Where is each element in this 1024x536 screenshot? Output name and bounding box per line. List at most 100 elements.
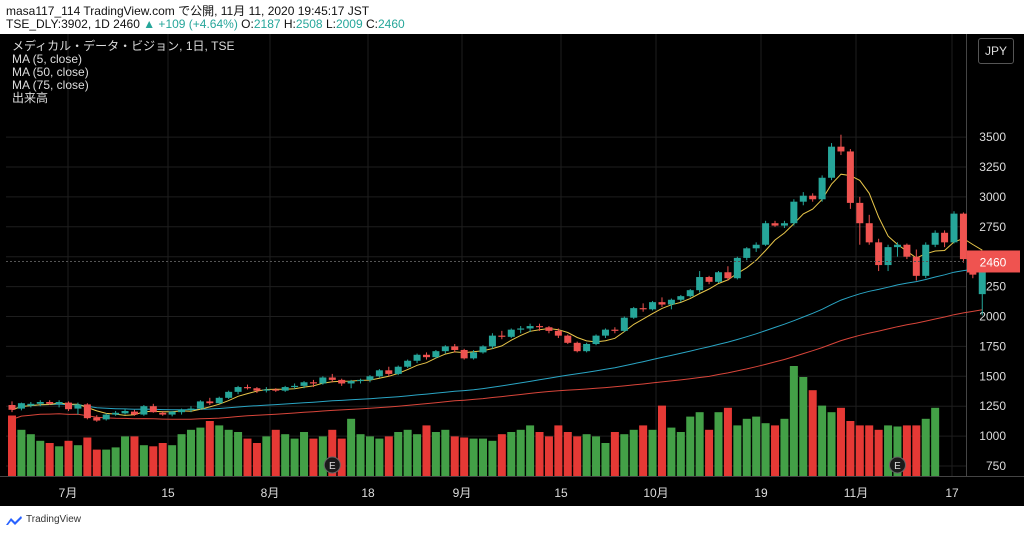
y-tick-label: 3000 (979, 190, 1006, 204)
volume-bar (667, 427, 676, 476)
volume-bar (337, 438, 346, 476)
y-tick-label: 2000 (979, 310, 1006, 324)
candle-body (451, 346, 459, 350)
candle-body (8, 405, 16, 410)
volume-bar (17, 429, 26, 476)
symbol-label: TSE_DLY:3902, 1D 2460 (6, 17, 140, 31)
volume-bar (686, 416, 695, 476)
x-tick-label: 8月 (261, 486, 280, 500)
ohlc-line: TSE_DLY:3902, 1D 2460 ▲ +109 (+4.64%) O:… (6, 17, 405, 31)
candle-body (159, 412, 167, 415)
candle-body (912, 256, 920, 276)
legend-ma75[interactable]: MA (75, close) (12, 78, 89, 92)
candle-body (55, 402, 63, 404)
currency-button[interactable]: JPY (978, 38, 1014, 64)
volume-bar (403, 429, 412, 476)
volume-bar (300, 432, 309, 476)
candle-body (272, 389, 280, 391)
candle-body (677, 296, 685, 300)
y-tick-label: 3500 (979, 130, 1006, 144)
candle-body (573, 342, 581, 352)
candle-body (291, 385, 299, 388)
candle-body (328, 377, 336, 380)
candle-body (74, 404, 82, 409)
candle-body (649, 302, 657, 310)
publish-info: masa117_114 TradingView.com で公開, 11月 11,… (6, 4, 370, 18)
volume-bar (931, 407, 940, 476)
last-price-tag (967, 250, 1020, 273)
volume-bar (808, 390, 817, 476)
price-chart[interactable]: 7501000125015001750200022502500275030003… (0, 34, 1024, 506)
candle-body (121, 410, 129, 414)
candle-body (112, 412, 120, 415)
volume-bar (168, 445, 177, 476)
volume-bar (742, 418, 751, 476)
earnings-marker-icon (888, 456, 906, 474)
candle-body (46, 402, 54, 404)
candle-body (253, 388, 261, 391)
volume-bar (874, 429, 883, 476)
candle-body (149, 406, 157, 413)
tradingview-logo-icon (6, 516, 22, 525)
tradingview-logo-text: TradingView (26, 514, 82, 525)
candle-body (715, 272, 722, 282)
legend-ma50[interactable]: MA (50, close) (12, 65, 89, 79)
candle-body (479, 346, 487, 353)
volume-bar (705, 429, 714, 476)
volume-bar (629, 429, 638, 476)
legend-volume[interactable]: 出来高 (12, 91, 49, 105)
candle-body (394, 366, 402, 374)
volume-bar (516, 429, 525, 476)
candle-body (762, 223, 770, 245)
candle-body (366, 376, 374, 380)
volume-bar (752, 416, 761, 476)
candle-body (65, 402, 73, 410)
low-value: 2009 (335, 17, 363, 31)
candle-body (780, 223, 788, 226)
volume-bar (846, 421, 855, 476)
volume-bar (394, 432, 403, 476)
candle-body (724, 272, 732, 279)
volume-bar (526, 425, 535, 476)
volume-bar (347, 418, 356, 476)
legend-ma5[interactable]: MA (5, close) (12, 52, 83, 66)
y-tick-label: 2750 (979, 220, 1006, 234)
candle-body (234, 387, 242, 392)
y-tick-label: 750 (986, 459, 1006, 473)
candle-body (300, 382, 308, 386)
volume-bar (375, 438, 384, 476)
candle-body (187, 408, 195, 410)
volume-bar (431, 432, 440, 476)
volume-bar (855, 425, 864, 476)
candle-body (611, 329, 619, 331)
volume-bar (205, 421, 214, 476)
candle-body (338, 379, 346, 384)
volume-bar (912, 425, 921, 476)
volume-bar (695, 412, 704, 476)
volume-bar (902, 425, 911, 476)
candle-body (733, 257, 741, 279)
candle-body (630, 308, 638, 318)
y-tick-label: 1000 (979, 429, 1006, 443)
y-tick-label: 2250 (979, 280, 1006, 294)
candle-body (347, 381, 355, 384)
volume-bar (657, 405, 666, 476)
volume-bar (554, 425, 563, 476)
volume-bar (149, 446, 158, 476)
candle-body (244, 387, 251, 389)
volume-bar (271, 429, 280, 476)
candle-body (922, 244, 930, 276)
y-tick-label: 1250 (979, 399, 1006, 413)
volume-bar (26, 434, 35, 476)
volume-bar (460, 437, 469, 476)
volume-bar (450, 436, 459, 476)
candle-body (102, 414, 110, 420)
open-value: 2187 (253, 17, 281, 31)
volume-bar (441, 429, 450, 476)
volume-bar (121, 436, 130, 476)
candle-body (639, 308, 647, 310)
candle-body (536, 326, 544, 328)
earnings-marker-label: E (329, 461, 336, 472)
volume-bar (884, 425, 893, 476)
volume-bar (714, 412, 723, 476)
